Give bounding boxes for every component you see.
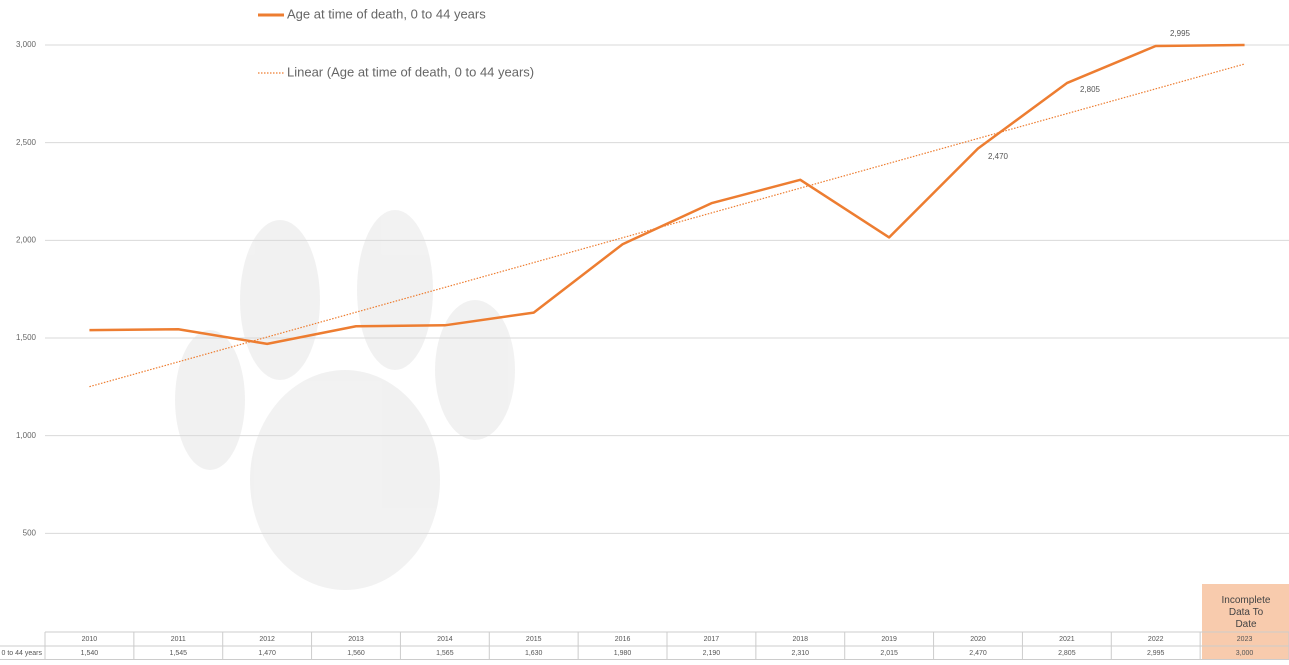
table-value: 2,805 — [1058, 650, 1076, 657]
y-tick-label: 1,000 — [16, 431, 37, 440]
x-tick-label: 2011 — [171, 636, 186, 643]
y-tick-label: 1,500 — [16, 333, 37, 342]
table-value: 1,565 — [436, 650, 454, 657]
table-value: 1,560 — [347, 650, 365, 657]
x-tick-label: 2010 — [82, 636, 98, 643]
x-tick-label: 2013 — [348, 636, 364, 643]
x-tick-label: 2022 — [1148, 636, 1164, 643]
y-tick-label: 2,500 — [16, 138, 37, 147]
table-value: 2,190 — [703, 650, 721, 657]
chart: IncompleteData ToDate Age at time of dea… — [0, 0, 1289, 660]
x-tick-label: 2019 — [881, 636, 897, 643]
page: IncompleteData ToDate Age at time of dea… — [0, 0, 1289, 660]
y-tick-label: 3,000 — [16, 40, 37, 49]
table-value: 2,995 — [1147, 650, 1165, 657]
legend-label: Linear (Age at time of death, 0 to 44 ye… — [287, 64, 534, 79]
table-value: 2,310 — [792, 650, 810, 657]
x-tick-label: 2020 — [970, 636, 986, 643]
y-tick-label: 2,000 — [16, 235, 37, 244]
x-tick-label: 2018 — [792, 636, 808, 643]
x-tick-label: 2017 — [704, 636, 720, 643]
table-value: 2,470 — [969, 650, 987, 657]
table-value: 1,630 — [525, 650, 543, 657]
data-label: 2,470 — [988, 152, 1009, 161]
row-header: Age at time of death, 0 to 44 years — [0, 650, 42, 657]
x-tick-label: 2021 — [1059, 636, 1075, 643]
data-label: 2,805 — [1080, 85, 1101, 94]
table-value: 2,015 — [880, 650, 898, 657]
table-value: 1,545 — [170, 650, 188, 657]
x-tick-label: 2023 — [1237, 636, 1253, 643]
x-tick-label: 2014 — [437, 636, 453, 643]
x-tick-label: 2012 — [259, 636, 275, 643]
y-tick-label: 500 — [23, 528, 37, 537]
x-tick-label: 2016 — [615, 636, 631, 643]
table-value: 1,540 — [81, 650, 99, 657]
table-value: 1,470 — [258, 650, 276, 657]
table-value: 1,980 — [614, 650, 632, 657]
table-value: 3,000 — [1236, 650, 1254, 657]
x-tick-label: 2015 — [526, 636, 542, 643]
data-label: 2,995 — [1170, 29, 1191, 38]
legend-label: Age at time of death, 0 to 44 years — [287, 6, 486, 21]
